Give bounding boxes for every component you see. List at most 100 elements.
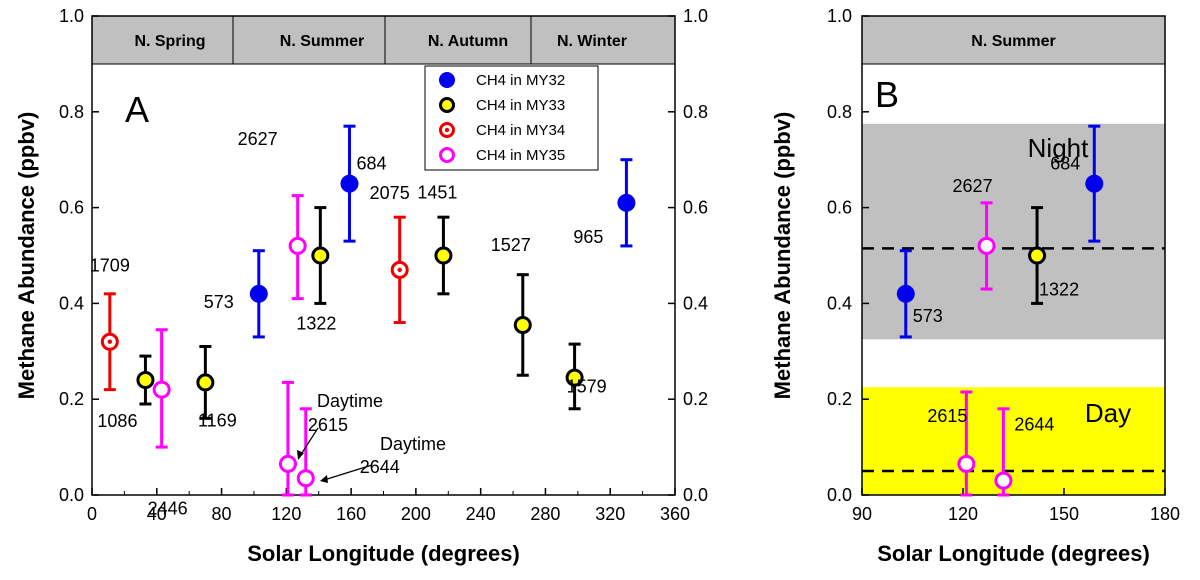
a-point-1322-marker xyxy=(311,246,330,265)
a-point-2615-marker xyxy=(278,454,297,473)
b-xtick-label-150: 150 xyxy=(1049,504,1079,524)
b-xtick-label-90: 90 xyxy=(852,504,872,524)
a-point-1709-marker-dot xyxy=(107,339,113,344)
legend-marker-2 xyxy=(439,97,455,113)
a-point-2446-label: 2446 xyxy=(148,499,188,519)
a-xtick-label-120: 120 xyxy=(271,504,301,524)
b-ytick-label-0: 0.0 xyxy=(827,485,852,505)
b-point-2627-label: 2627 xyxy=(953,176,993,196)
b-point-1322-label: 1322 xyxy=(1039,280,1079,300)
b-point-573-label: 573 xyxy=(913,306,943,326)
a-point-1169-marker xyxy=(196,373,215,392)
a-xtick-label-240: 240 xyxy=(466,504,496,524)
a-xtick-label-40: 40 xyxy=(147,504,167,524)
a-point-965-label: 965 xyxy=(573,227,603,247)
a-ytick-label-right-2: 0.4 xyxy=(683,293,708,313)
season-band-2 xyxy=(232,15,386,65)
a-point-684-label: 684 xyxy=(356,154,386,174)
a-point-1709-label: 1709 xyxy=(90,256,130,276)
a-point-1579-label: 1579 xyxy=(567,377,607,397)
b-point-2615-label: 2615 xyxy=(927,406,967,426)
a-point-2644-label: 2644 xyxy=(360,457,400,477)
legend-marker-3-dot xyxy=(444,127,450,133)
a-point-1451-label: 1451 xyxy=(417,183,457,203)
a-point-2627-marker xyxy=(288,236,307,255)
a-ytick-label-right-5: 1.0 xyxy=(683,6,708,26)
a-ytick-label-left-5: 1.0 xyxy=(59,6,84,26)
b-point-684-marker xyxy=(1085,174,1104,193)
b-xtick-label-120: 120 xyxy=(948,504,978,524)
b-ytick-label-5: 1.0 xyxy=(827,6,852,26)
a-ytick-label-right-0: 0.0 xyxy=(683,485,708,505)
season-band-1 xyxy=(91,15,234,65)
a-point-684-marker xyxy=(340,174,359,193)
b-ytick-label-2: 0.4 xyxy=(827,293,852,313)
a-point-2075-label: 2075 xyxy=(370,183,410,203)
b-ytick-label-4: 0.8 xyxy=(827,102,852,122)
b-xaxis-title: Solar Longitude (degrees) xyxy=(877,541,1150,566)
a-xtick-label-0: 0 xyxy=(87,504,97,524)
a-point-1086-label: 1086 xyxy=(97,411,137,431)
daytime-arrow-1 xyxy=(299,427,319,457)
b-point-2627-marker xyxy=(977,236,996,255)
b-point-1322-marker xyxy=(1028,246,1047,265)
a-ytick-label-left-0: 0.0 xyxy=(59,485,84,505)
panel-b-letter: B xyxy=(875,74,899,115)
daytime-arrow-2-head xyxy=(320,475,328,483)
legend-label-4: CH4 in MY35 xyxy=(476,147,565,164)
b-point-2615-marker xyxy=(957,454,976,473)
b-point-2644-marker xyxy=(994,471,1013,490)
a-point-1451-marker xyxy=(434,246,453,265)
a-point-965-marker xyxy=(617,193,636,212)
a-point-2446-marker xyxy=(152,380,171,399)
day-region xyxy=(862,387,1165,495)
a-ytick-label-left-3: 0.6 xyxy=(59,198,84,218)
a-xtick-label-200: 200 xyxy=(401,504,431,524)
legend-label-1: CH4 in MY32 xyxy=(476,72,565,89)
b-point-573-marker xyxy=(896,284,915,303)
daytime-annotation-1: Daytime xyxy=(317,391,383,411)
panel-b-frame xyxy=(861,15,1166,496)
a-ytick-label-right-1: 0.2 xyxy=(683,389,708,409)
a-point-1086-marker xyxy=(136,371,155,390)
daytime-arrow-1-head xyxy=(297,450,304,460)
season-label-3: N. Autumn xyxy=(428,33,508,50)
day-label: Day xyxy=(1085,398,1131,428)
a-point-2627-label: 2627 xyxy=(238,129,278,149)
night-region xyxy=(862,123,1165,340)
a-xtick-label-280: 280 xyxy=(530,504,560,524)
a-xaxis-title: Solar Longitude (degrees) xyxy=(247,541,520,566)
season-label-2: N. Summer xyxy=(280,33,364,50)
legend-label-2: CH4 in MY33 xyxy=(476,97,565,114)
panel-a-letter: A xyxy=(125,89,149,130)
legend-marker-4 xyxy=(439,147,455,163)
season-label-b: N. Summer xyxy=(971,33,1055,50)
a-point-2644-marker xyxy=(296,469,315,488)
b-yaxis-title: Methane Abundance (ppbv) xyxy=(770,112,795,400)
a-point-1322-label: 1322 xyxy=(296,314,336,334)
a-point-1579-marker xyxy=(565,368,584,387)
a-yaxis-title: Methane Abundance (ppbv) xyxy=(14,112,39,400)
b-xtick-label-180: 180 xyxy=(1150,504,1180,524)
legend-marker-1 xyxy=(439,72,455,88)
a-ytick-label-left-2: 0.4 xyxy=(59,293,84,313)
b-point-684-label: 684 xyxy=(1050,154,1080,174)
a-ytick-label-left-1: 0.2 xyxy=(59,389,84,409)
a-ytick-label-left-4: 0.8 xyxy=(59,102,84,122)
a-point-1169-label: 1169 xyxy=(198,410,237,430)
daytime-annotation-2: Daytime xyxy=(380,434,446,454)
a-ytick-label-right-4: 0.8 xyxy=(683,102,708,122)
b-ytick-label-1: 0.2 xyxy=(827,389,852,409)
a-point-573-label: 573 xyxy=(204,292,234,312)
legend-label-3: CH4 in MY34 xyxy=(476,122,565,139)
season-label-4: N. Winter xyxy=(557,33,627,50)
a-point-1527-label: 1527 xyxy=(491,235,531,255)
daytime-arrow-2 xyxy=(323,464,373,481)
night-label: Night xyxy=(1028,133,1089,163)
a-ytick-label-right-3: 0.6 xyxy=(683,198,708,218)
season-band-4 xyxy=(530,15,676,65)
a-point-2075-marker-dot xyxy=(397,267,402,273)
a-xtick-label-80: 80 xyxy=(212,504,232,524)
season-label-1: N. Spring xyxy=(134,33,205,50)
